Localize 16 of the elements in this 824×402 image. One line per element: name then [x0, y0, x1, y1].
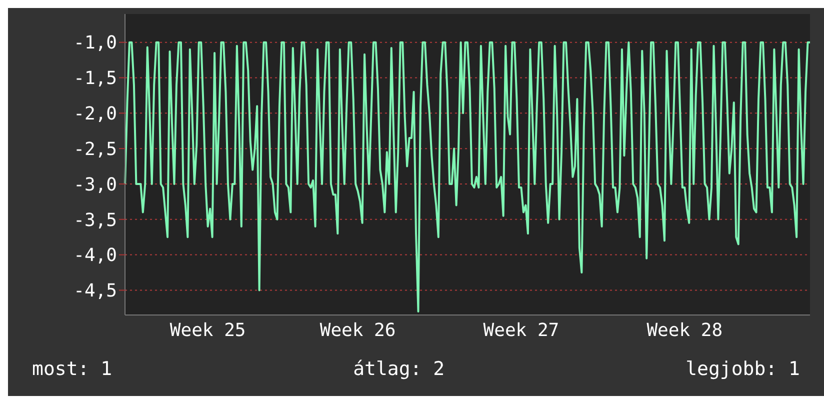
y-tick-label: -3,0 — [74, 174, 117, 196]
y-tick-label: -1,5 — [74, 68, 117, 90]
text: most: 1 — [32, 358, 112, 380]
text: átlag: 2 — [353, 358, 445, 380]
y-tick-label: -2,5 — [74, 138, 117, 160]
y-tick-label: -4,0 — [74, 245, 117, 266]
x-tick-label: Week 27 — [483, 320, 560, 341]
x-tick-label: Week 28 — [646, 320, 723, 341]
y-tick-label: -2,0 — [74, 104, 117, 125]
y-tick-label: -4,5 — [74, 280, 117, 302]
y-tick-label: -3,5 — [74, 210, 117, 231]
line-series — [124, 41, 811, 312]
x-tick-label: Week 26 — [320, 320, 396, 341]
text: legjobb: 1 — [686, 358, 800, 380]
x-tick-label: Week 25 — [170, 320, 246, 341]
y-tick-label: -1,0 — [74, 32, 117, 54]
